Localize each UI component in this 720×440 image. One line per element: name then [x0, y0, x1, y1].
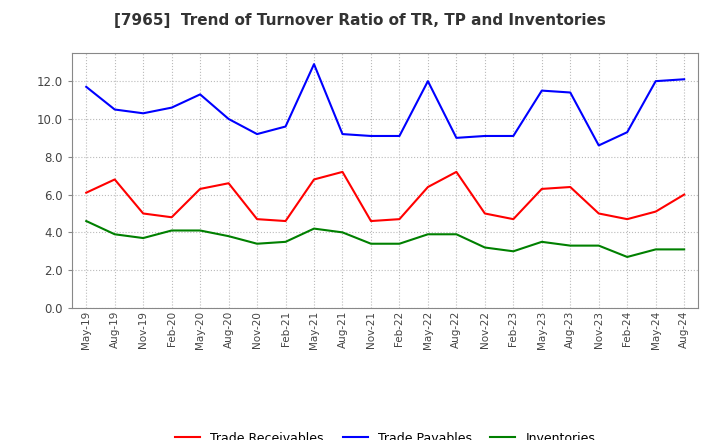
Trade Payables	[595, 143, 603, 148]
Trade Receivables	[110, 177, 119, 182]
Inventories	[82, 218, 91, 224]
Trade Receivables	[680, 192, 688, 197]
Inventories	[366, 241, 375, 246]
Trade Payables	[452, 135, 461, 140]
Trade Receivables	[139, 211, 148, 216]
Trade Receivables	[338, 169, 347, 175]
Inventories	[310, 226, 318, 231]
Inventories	[225, 234, 233, 239]
Inventories	[652, 247, 660, 252]
Line: Inventories: Inventories	[86, 221, 684, 257]
Trade Payables	[652, 78, 660, 84]
Inventories	[623, 254, 631, 260]
Trade Receivables	[537, 186, 546, 191]
Trade Payables	[110, 107, 119, 112]
Inventories	[423, 231, 432, 237]
Inventories	[196, 228, 204, 233]
Trade Payables	[225, 116, 233, 121]
Trade Payables	[366, 133, 375, 139]
Trade Payables	[395, 133, 404, 139]
Inventories	[537, 239, 546, 245]
Trade Payables	[423, 78, 432, 84]
Trade Receivables	[452, 169, 461, 175]
Trade Receivables	[595, 211, 603, 216]
Inventories	[480, 245, 489, 250]
Trade Payables	[282, 124, 290, 129]
Trade Payables	[310, 62, 318, 67]
Line: Trade Receivables: Trade Receivables	[86, 172, 684, 221]
Trade Payables	[338, 132, 347, 137]
Trade Payables	[509, 133, 518, 139]
Trade Payables	[253, 132, 261, 137]
Trade Receivables	[167, 215, 176, 220]
Trade Receivables	[395, 216, 404, 222]
Trade Receivables	[566, 184, 575, 190]
Inventories	[338, 230, 347, 235]
Inventories	[167, 228, 176, 233]
Trade Receivables	[225, 180, 233, 186]
Trade Receivables	[196, 186, 204, 191]
Legend: Trade Receivables, Trade Payables, Inventories: Trade Receivables, Trade Payables, Inven…	[170, 427, 600, 440]
Trade Receivables	[310, 177, 318, 182]
Text: [7965]  Trend of Turnover Ratio of TR, TP and Inventories: [7965] Trend of Turnover Ratio of TR, TP…	[114, 13, 606, 28]
Inventories	[395, 241, 404, 246]
Trade Receivables	[652, 209, 660, 214]
Inventories	[509, 249, 518, 254]
Inventories	[680, 247, 688, 252]
Trade Payables	[167, 105, 176, 110]
Trade Payables	[623, 129, 631, 135]
Line: Trade Payables: Trade Payables	[86, 64, 684, 146]
Trade Receivables	[282, 218, 290, 224]
Trade Payables	[196, 92, 204, 97]
Trade Payables	[680, 77, 688, 82]
Inventories	[282, 239, 290, 245]
Trade Payables	[537, 88, 546, 93]
Trade Payables	[566, 90, 575, 95]
Trade Payables	[139, 110, 148, 116]
Trade Receivables	[253, 216, 261, 222]
Trade Receivables	[423, 184, 432, 190]
Trade Receivables	[366, 218, 375, 224]
Trade Receivables	[82, 190, 91, 195]
Inventories	[110, 231, 119, 237]
Trade Receivables	[480, 211, 489, 216]
Inventories	[452, 231, 461, 237]
Trade Payables	[480, 133, 489, 139]
Inventories	[253, 241, 261, 246]
Trade Payables	[82, 84, 91, 89]
Trade Receivables	[623, 216, 631, 222]
Trade Receivables	[509, 216, 518, 222]
Inventories	[139, 235, 148, 241]
Inventories	[595, 243, 603, 248]
Inventories	[566, 243, 575, 248]
